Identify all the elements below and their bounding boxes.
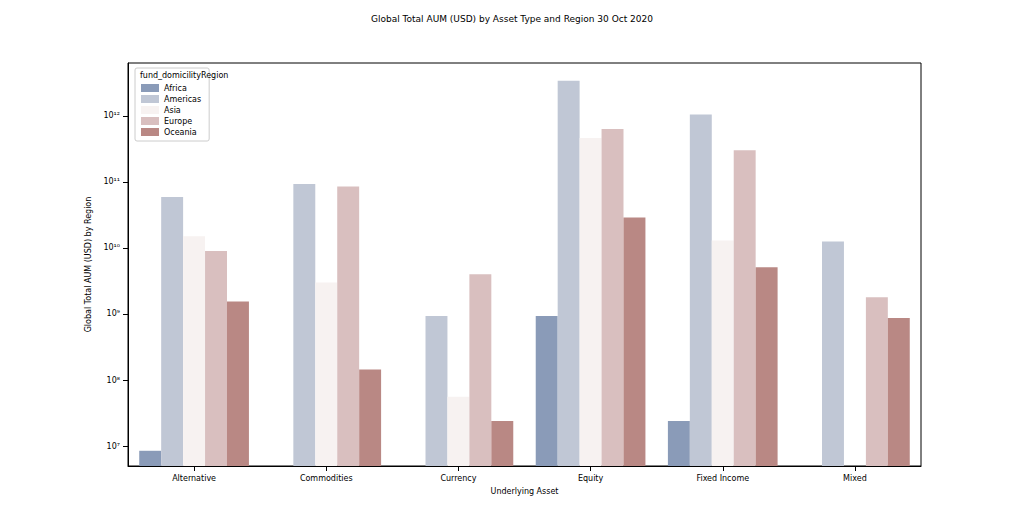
svg-text:10⁸: 10⁸ [107,376,120,385]
svg-text:Fixed Income: Fixed Income [696,474,749,483]
svg-text:Americas: Americas [164,95,201,104]
svg-text:Underlying Asset: Underlying Asset [491,487,559,496]
svg-text:Global Total AUM (USD) by Regi: Global Total AUM (USD) by Region [84,197,93,333]
svg-text:Equity: Equity [578,474,604,483]
svg-text:Europe: Europe [164,117,192,126]
svg-text:10¹¹: 10¹¹ [103,177,120,186]
svg-text:fund_domicilityRegion: fund_domicilityRegion [140,71,228,80]
svg-text:Alternative: Alternative [172,474,216,483]
svg-text:10⁹: 10⁹ [107,309,120,318]
svg-text:Currency: Currency [440,474,476,483]
svg-text:Mixed: Mixed [843,474,867,483]
svg-text:Global Total AUM (USD) by Asse: Global Total AUM (USD) by Asset Type and… [371,14,653,24]
svg-text:10⁷: 10⁷ [107,442,120,451]
svg-text:Oceania: Oceania [164,128,197,137]
svg-text:10¹⁰: 10¹⁰ [103,243,120,252]
svg-text:Asia: Asia [164,106,181,115]
svg-text:Africa: Africa [164,84,187,93]
svg-text:Commodities: Commodities [300,474,353,483]
svg-text:10¹²: 10¹² [103,111,120,120]
